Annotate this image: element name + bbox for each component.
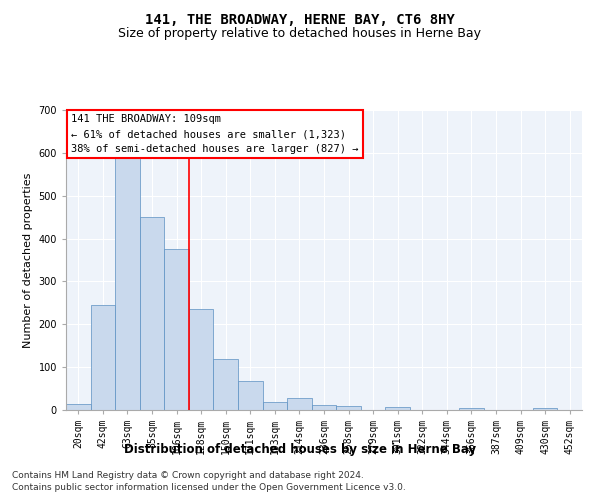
Bar (164, 250, 189, 410)
Text: 141 THE BROADWAY: 109sqm
← 61% of detached houses are smaller (1,323)
38% of sem: 141 THE BROADWAY: 109sqm ← 61% of detach… (71, 114, 359, 154)
Text: Distribution of detached houses by size in Herne Bay: Distribution of detached houses by size … (124, 442, 476, 456)
Bar (459, 408, 484, 410)
Text: Contains HM Land Registry data © Crown copyright and database right 2024.: Contains HM Land Registry data © Crown c… (12, 471, 364, 480)
Bar (336, 406, 361, 410)
Y-axis label: Number of detached properties: Number of detached properties (23, 172, 33, 348)
Text: Size of property relative to detached houses in Herne Bay: Size of property relative to detached ho… (119, 28, 482, 40)
Bar (115, 157, 140, 410)
Bar (312, 405, 336, 410)
Bar (533, 408, 557, 410)
Bar (287, 398, 312, 410)
Bar (214, 358, 238, 410)
Text: 141, THE BROADWAY, HERNE BAY, CT6 8HY: 141, THE BROADWAY, HERNE BAY, CT6 8HY (145, 12, 455, 26)
Bar (140, 217, 164, 410)
Bar (66, 404, 91, 410)
Bar (385, 406, 410, 410)
Bar (263, 402, 287, 410)
Bar (91, 305, 115, 410)
Bar (238, 381, 263, 410)
Bar (189, 310, 214, 410)
Text: Contains public sector information licensed under the Open Government Licence v3: Contains public sector information licen… (12, 484, 406, 492)
